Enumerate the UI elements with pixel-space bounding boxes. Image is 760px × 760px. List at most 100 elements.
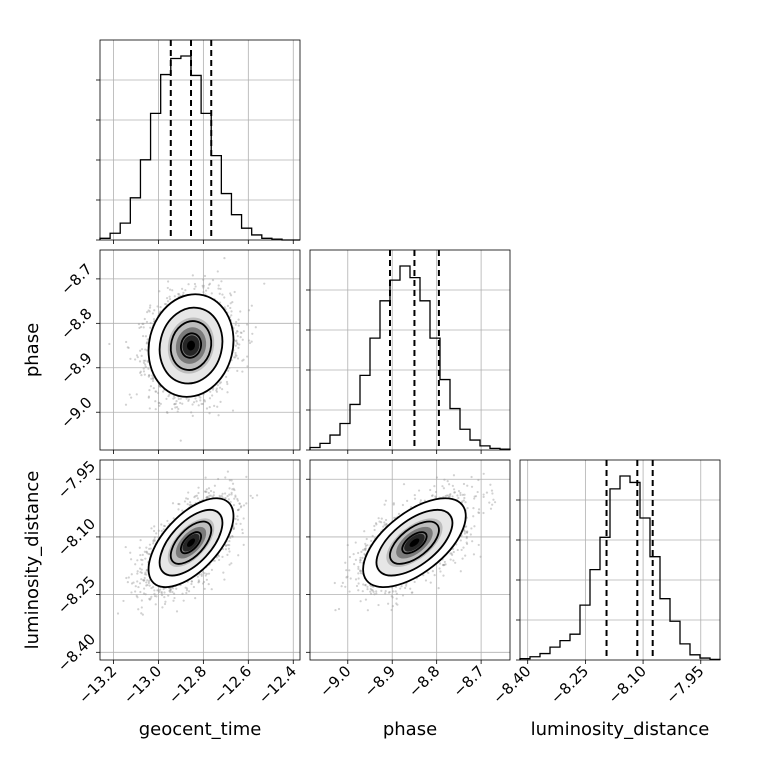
- scatter-point: [217, 414, 220, 417]
- scatter-point: [491, 492, 494, 495]
- scatter-point: [194, 597, 197, 600]
- scatter-point: [402, 483, 406, 486]
- scatter-point: [140, 348, 144, 351]
- y-tick-label-luminosity_distance: −8.25: [54, 572, 99, 617]
- scatter-point: [175, 400, 178, 403]
- scatter-point: [380, 517, 383, 520]
- scatter-point: [364, 548, 367, 551]
- scatter-point: [163, 596, 166, 599]
- scatter-point: [382, 525, 385, 528]
- scatter-point: [151, 377, 154, 380]
- scatter-point: [228, 367, 231, 370]
- scatter-point: [227, 498, 230, 501]
- scatter-point: [239, 310, 242, 313]
- scatter-point: [165, 297, 169, 300]
- scatter-point: [478, 511, 481, 514]
- scatter-point: [190, 580, 193, 583]
- scatter-point: [145, 546, 148, 549]
- scatter-point: [193, 496, 196, 499]
- scatter-point: [184, 586, 187, 589]
- scatter-point: [139, 590, 142, 594]
- scatter-point: [234, 494, 237, 497]
- scatter-point: [141, 563, 144, 566]
- scatter-point: [365, 537, 368, 541]
- scatter-point: [203, 399, 206, 402]
- scatter-point: [217, 284, 220, 287]
- scatter-point: [146, 311, 149, 314]
- scatter-point: [210, 292, 213, 295]
- scatter-point: [363, 552, 366, 556]
- scatter-point: [443, 563, 446, 566]
- scatter-point: [232, 487, 235, 490]
- scatter-point: [211, 394, 214, 397]
- scatter-panel-geocent_time-luminosity_distance: −13.2 −13.0 −12.8 −12.6 −12.4 −8.40 −8.25 −8.10…: [54, 457, 301, 707]
- scatter-point: [173, 396, 176, 399]
- scatter-point: [203, 274, 207, 278]
- scatter-point: [450, 553, 454, 556]
- scatter-point: [380, 521, 383, 524]
- scatter-point: [194, 494, 197, 498]
- scatter-point: [225, 380, 229, 384]
- scatter-point: [202, 290, 205, 294]
- scatter-point: [232, 526, 236, 529]
- scatter-point: [228, 493, 231, 496]
- x-tick-label-geocent_time: −12.8: [165, 662, 210, 707]
- scatter-point: [477, 508, 481, 511]
- scatter-point: [234, 495, 237, 498]
- scatter-point: [465, 535, 468, 538]
- scatter-point: [400, 585, 403, 588]
- scatter-point: [466, 530, 469, 533]
- contour-line: [169, 520, 213, 565]
- scatter-point: [245, 502, 248, 505]
- scatter-point: [196, 497, 199, 500]
- scatter-point: [152, 529, 156, 533]
- scatter-point: [149, 326, 152, 329]
- scatter-point: [392, 590, 395, 593]
- scatter-point: [153, 536, 156, 539]
- scatter-point: [492, 498, 495, 501]
- scatter-point: [334, 609, 337, 612]
- scatter-point: [122, 599, 125, 603]
- scatter-point: [154, 408, 157, 411]
- scatter-point: [155, 595, 158, 598]
- density-layer: [116, 470, 259, 616]
- scatter-point: [344, 561, 347, 564]
- scatter-point: [371, 589, 374, 592]
- scatter-point: [226, 553, 229, 556]
- scatter-point: [354, 558, 358, 561]
- scatter-point: [463, 496, 466, 500]
- scatter-point: [149, 547, 152, 550]
- scatter-point: [130, 582, 134, 585]
- scatter-point: [148, 310, 151, 313]
- scatter-point: [448, 495, 451, 498]
- scatter-point: [439, 570, 442, 573]
- scatter-point: [237, 318, 240, 321]
- scatter-point: [459, 539, 462, 542]
- scatter-point: [445, 494, 448, 497]
- scatter-point: [204, 490, 207, 493]
- scatter-point: [179, 401, 182, 405]
- scatter-point: [489, 483, 492, 486]
- scatter-point: [236, 341, 239, 344]
- scatter-point: [377, 603, 380, 607]
- scatter-point: [154, 603, 157, 606]
- scatter-point: [238, 343, 241, 346]
- scatter-point: [152, 542, 155, 545]
- scatter-point: [140, 558, 143, 561]
- y-tick-label-phase: −8.9: [57, 349, 95, 387]
- scatter-point: [156, 305, 159, 308]
- scatter-point: [150, 595, 153, 598]
- scatter-point: [218, 386, 222, 389]
- scatter-point: [246, 365, 249, 368]
- scatter-point: [194, 397, 197, 400]
- scatter-point: [396, 603, 399, 606]
- scatter-point: [140, 354, 143, 357]
- scatter-point: [443, 478, 446, 481]
- scatter-point: [228, 479, 231, 482]
- scatter-point: [231, 409, 235, 412]
- scatter-point: [383, 503, 386, 506]
- scatter-point: [239, 336, 242, 339]
- scatter-point: [185, 591, 188, 595]
- scatter-point: [346, 543, 349, 547]
- scatter-point: [167, 594, 170, 597]
